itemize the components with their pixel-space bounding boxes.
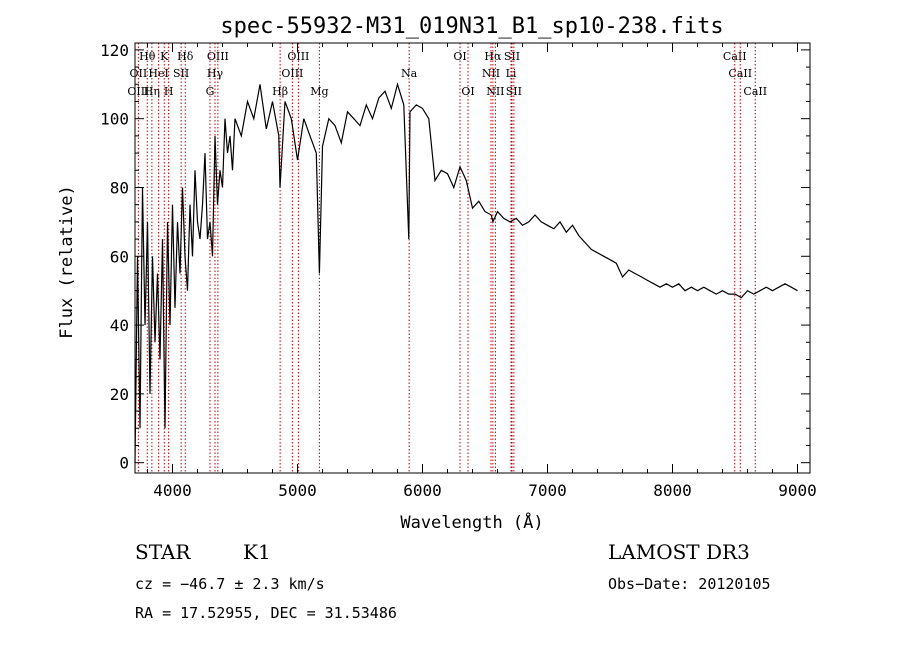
spectral-line-label: OI bbox=[461, 85, 474, 98]
spectral-line-label: Hη bbox=[144, 85, 160, 98]
spectral-line-label: Mg bbox=[310, 85, 328, 98]
spectral-line-label: CaII bbox=[723, 50, 747, 63]
spectral-line-label: CaII bbox=[728, 67, 752, 80]
x-axis: 4000 5000 6000 7000 8000 9000 bbox=[147, 43, 817, 500]
redshift-cz: cz = −46.7 ± 2.3 km/s bbox=[135, 575, 325, 593]
spectral-line-label: HeI bbox=[148, 67, 168, 80]
x-tick-label: 5000 bbox=[278, 481, 317, 500]
y-tick-label: 80 bbox=[110, 178, 129, 197]
x-tick-label: 9000 bbox=[778, 481, 817, 500]
object-subclass: K1 bbox=[243, 540, 271, 564]
x-tick-label: 6000 bbox=[403, 481, 442, 500]
y-axis: 0 20 40 60 80 100 120 bbox=[100, 41, 810, 473]
spectral-line-label: Hβ bbox=[272, 85, 288, 98]
spectral-line-label: H bbox=[164, 85, 174, 98]
y-tick-label: 120 bbox=[100, 41, 129, 60]
x-tick-label: 4000 bbox=[153, 481, 192, 500]
coordinates: RA = 17.52955, DEC = 31.53486 bbox=[135, 604, 397, 622]
spectral-line-label: OIII bbox=[287, 50, 309, 63]
spectral-line-label: Li bbox=[506, 67, 517, 80]
y-tick-label: 0 bbox=[119, 454, 129, 473]
spectral-line-label: NII bbox=[482, 67, 500, 80]
spectral-line-label: OIII bbox=[127, 85, 149, 98]
spectral-line-label: Hδ bbox=[177, 50, 194, 63]
spectral-line-label: Hα bbox=[484, 50, 502, 63]
spectral-line-label: K bbox=[160, 50, 169, 63]
spectral-line-label: Hγ bbox=[207, 67, 224, 80]
spectral-line-label: G bbox=[206, 85, 215, 98]
spectral-line-label: SII bbox=[506, 85, 522, 98]
x-tick-label: 8000 bbox=[653, 481, 692, 500]
spectral-line-label: Hθ bbox=[139, 50, 156, 63]
spectral-line-label: NII bbox=[486, 85, 504, 98]
observation-date: Obs−Date: 20120105 bbox=[608, 575, 771, 593]
x-axis-label: Wavelength (Å) bbox=[400, 511, 543, 533]
plot-frame bbox=[134, 42, 811, 474]
spectral-line-label: OII bbox=[130, 67, 148, 80]
chart-title: spec-55932-M31_019N31_B1_sp10-238.fits bbox=[220, 14, 723, 39]
y-tick-label: 40 bbox=[110, 316, 129, 335]
spectral-line-label: Na bbox=[401, 67, 418, 80]
x-tick-label: 7000 bbox=[528, 481, 567, 500]
spectral-line-label: SII bbox=[504, 50, 520, 63]
y-tick-label: 100 bbox=[100, 110, 129, 129]
spectral-line-label: OIII bbox=[281, 67, 303, 80]
spectral-line-label: OIII bbox=[207, 50, 229, 63]
spectral-line-label: CaII bbox=[743, 85, 767, 98]
y-tick-label: 60 bbox=[110, 247, 129, 266]
spectral-line-label: SII bbox=[173, 67, 189, 80]
spectrum-line bbox=[134, 82, 798, 463]
object-class: STAR bbox=[135, 540, 191, 564]
spectral-line-label: OI bbox=[453, 50, 466, 63]
survey-name: LAMOST DR3 bbox=[608, 540, 750, 564]
y-tick-label: 20 bbox=[110, 385, 129, 404]
y-axis-label: Flux (relative) bbox=[57, 185, 77, 339]
